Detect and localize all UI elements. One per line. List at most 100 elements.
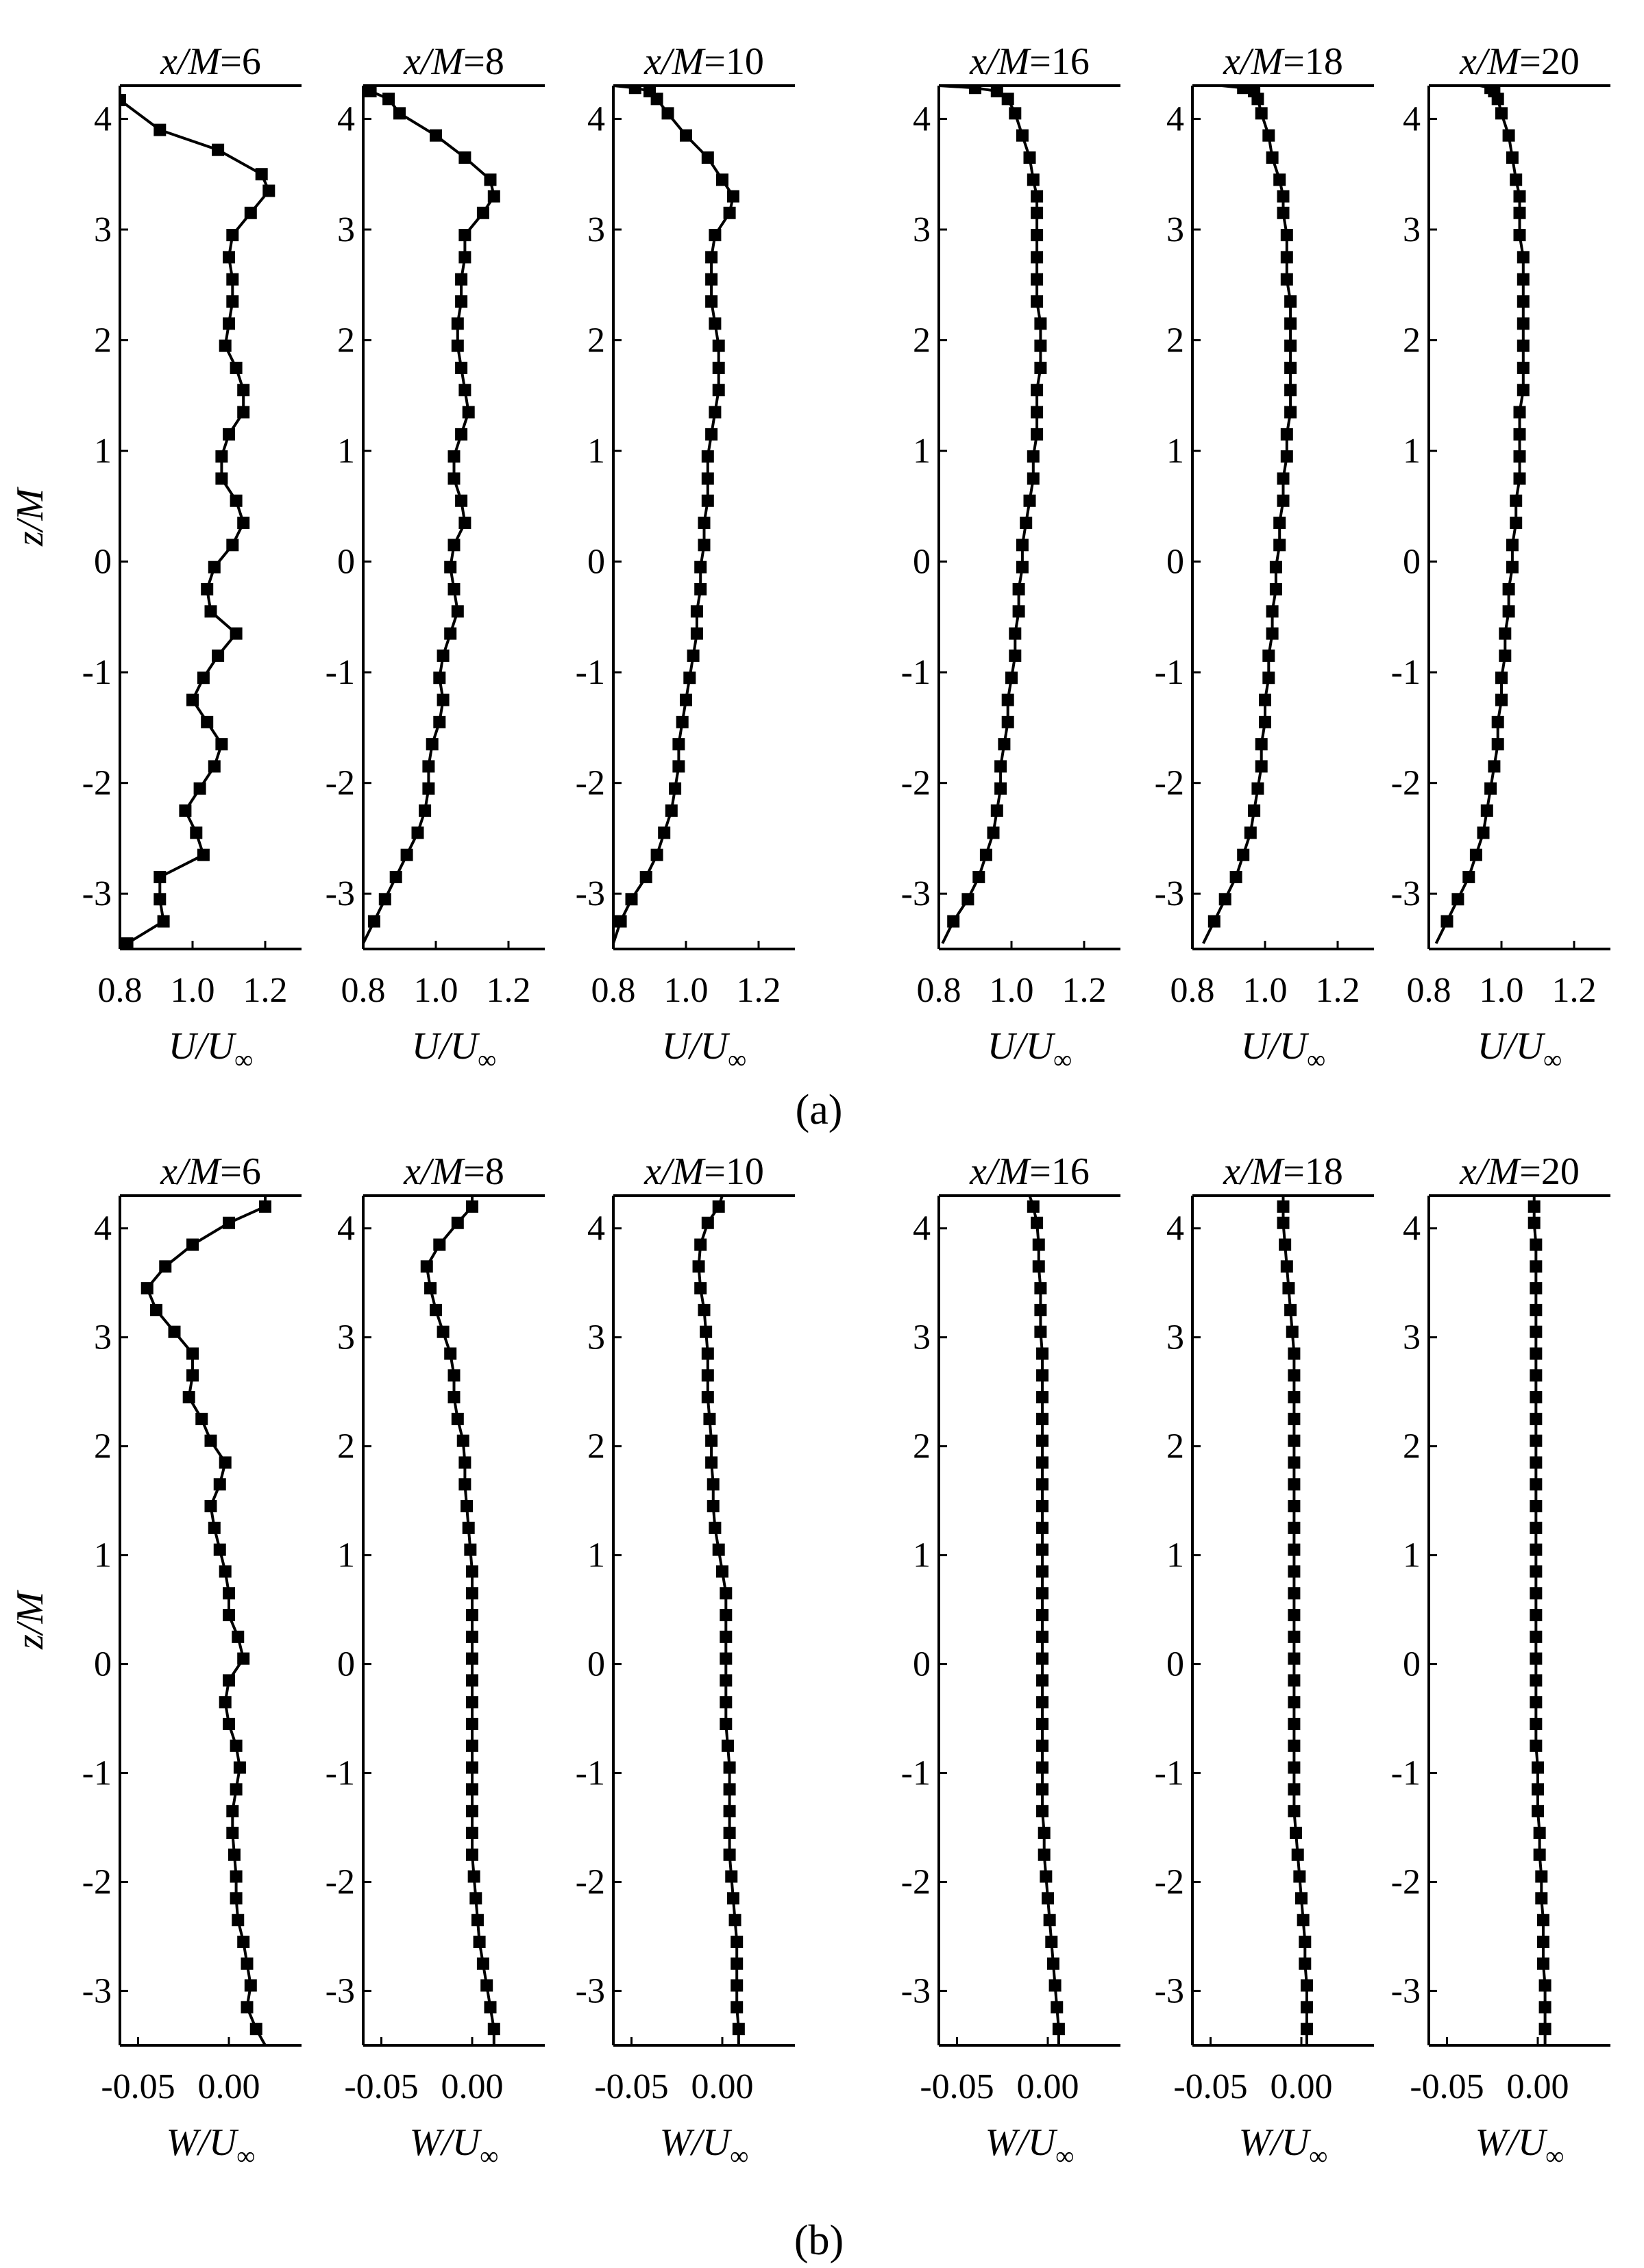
data-point xyxy=(466,1761,478,1774)
data-point xyxy=(1513,206,1526,219)
x-axis-label: U/U∞ xyxy=(1477,1025,1562,1074)
data-point xyxy=(466,1674,478,1687)
data-point xyxy=(1031,251,1044,264)
data-point xyxy=(723,1827,736,1839)
x-tick-label: -0.05 xyxy=(594,2067,668,2106)
data-point xyxy=(1036,1521,1049,1534)
data-point xyxy=(466,1739,478,1752)
data-point xyxy=(195,1412,208,1425)
data-point xyxy=(121,937,134,949)
data-point xyxy=(721,1739,734,1752)
data-point xyxy=(1538,2001,1551,2014)
data-point xyxy=(466,1587,478,1600)
data-point xyxy=(990,804,1003,817)
data-point xyxy=(1218,893,1231,906)
y-tick-label: 0 xyxy=(587,1645,605,1684)
data-point xyxy=(979,848,992,861)
subplot-a-6: -3 -2 -1 0 1 2 3 4 0.8 1.0 1.2 x/M=20 U/U∞ xyxy=(1391,40,1610,1074)
y-tick-label: -3 xyxy=(576,874,605,913)
data-point xyxy=(1277,206,1290,219)
data-point xyxy=(725,1870,738,1883)
data-point xyxy=(1043,1914,1056,1927)
data-point xyxy=(451,605,464,618)
subplot-b-1: -3 -2 -1 0 1 2 3 4 -0.05 0.00 x/M=6 W/U∞ xyxy=(82,1150,302,2171)
data-point xyxy=(1023,151,1036,164)
data-point xyxy=(1530,1587,1543,1600)
y-tick-label: -3 xyxy=(326,874,355,913)
x-tick-label: -0.05 xyxy=(1173,2067,1247,2106)
data-point xyxy=(1513,190,1526,203)
y-tick-label: 4 xyxy=(587,99,605,138)
x-axis-label: W/U∞ xyxy=(410,2121,499,2171)
x-axis-label: W/U∞ xyxy=(985,2121,1075,2171)
x-tick-label: 1.2 xyxy=(487,971,531,1010)
data-point xyxy=(1502,129,1515,142)
data-point xyxy=(223,1718,235,1731)
y-tick-label: 2 xyxy=(1403,321,1421,360)
data-point xyxy=(1491,738,1504,751)
data-point xyxy=(1288,1500,1301,1513)
data-point xyxy=(1266,605,1279,618)
data-point xyxy=(237,1935,250,1948)
data-point xyxy=(1293,1870,1306,1883)
data-point xyxy=(230,1739,243,1752)
data-point xyxy=(701,1369,714,1382)
data-point xyxy=(672,760,685,773)
data-point xyxy=(393,107,406,120)
data-point xyxy=(197,848,210,861)
data-point xyxy=(1288,1696,1301,1709)
data-point xyxy=(1244,826,1257,839)
data-point xyxy=(241,1957,254,1970)
data-point xyxy=(1036,1565,1049,1578)
data-point xyxy=(1536,1935,1549,1948)
data-point xyxy=(701,450,714,463)
data-point xyxy=(237,384,250,397)
data-point xyxy=(1499,627,1512,640)
y-tick-label: -2 xyxy=(901,1863,931,1902)
y-tick-label: 2 xyxy=(1166,1427,1184,1466)
data-point xyxy=(1259,715,1271,728)
y-tick-label: 2 xyxy=(913,1427,931,1466)
y-tick-label: -1 xyxy=(576,653,605,692)
data-point xyxy=(237,406,250,419)
data-point xyxy=(1031,229,1044,242)
data-point xyxy=(1048,1979,1062,1992)
data-point xyxy=(433,1238,446,1251)
data-point xyxy=(157,915,170,928)
y-tick-label: 2 xyxy=(337,321,355,360)
data-point xyxy=(1488,760,1501,773)
data-point xyxy=(720,1696,733,1709)
data-point xyxy=(1277,1216,1290,1229)
data-point xyxy=(1295,1892,1308,1905)
data-point xyxy=(726,190,739,203)
data-point xyxy=(1038,1848,1051,1861)
data-point xyxy=(712,339,725,352)
data-point xyxy=(694,583,707,595)
data-point xyxy=(1001,93,1014,106)
data-point xyxy=(712,1543,725,1556)
subplot-a-3: -3 -2 -1 0 1 2 3 4 0.8 1.0 1.2 x/M=10 U/U∞ xyxy=(576,40,795,1074)
x-tick-label: 1.2 xyxy=(1552,971,1597,1010)
data-point xyxy=(1036,1412,1049,1425)
x-tick-label: 1.0 xyxy=(990,971,1034,1010)
data-point xyxy=(1510,173,1523,186)
data-point xyxy=(458,1478,471,1491)
data-point xyxy=(1280,229,1293,242)
data-point xyxy=(994,782,1007,795)
data-point xyxy=(232,1630,245,1643)
y-tick-label: -2 xyxy=(82,764,112,803)
data-point xyxy=(154,871,167,883)
data-point xyxy=(1538,2023,1551,2036)
data-point xyxy=(140,1282,154,1295)
data-point xyxy=(1036,1369,1049,1382)
data-point xyxy=(466,1783,478,1796)
data-point xyxy=(1440,915,1453,928)
data-point xyxy=(193,782,206,795)
data-point xyxy=(201,583,214,595)
data-point xyxy=(1036,1543,1049,1556)
data-point xyxy=(1284,361,1297,374)
data-point xyxy=(223,1609,235,1622)
data-point xyxy=(226,273,239,286)
data-point xyxy=(458,1456,471,1469)
data-point xyxy=(1484,782,1497,795)
